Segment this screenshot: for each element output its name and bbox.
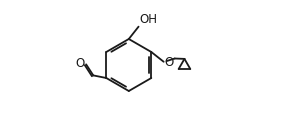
Text: O: O	[75, 57, 85, 70]
Text: OH: OH	[139, 13, 157, 26]
Text: O: O	[164, 56, 173, 69]
